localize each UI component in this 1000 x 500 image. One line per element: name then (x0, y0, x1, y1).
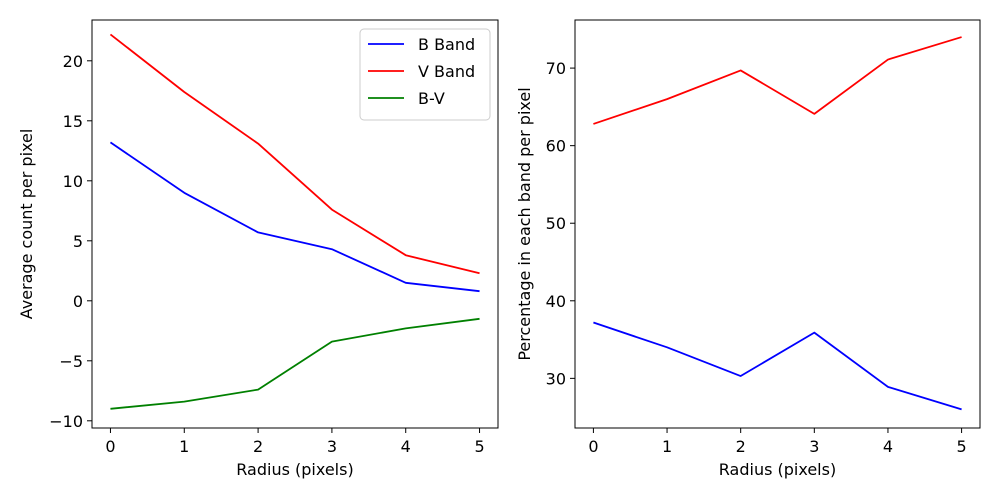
series-line-series-1 (593, 321, 962, 411)
y-tick-label: −10 (49, 412, 83, 431)
y-axis-label: Average count per pixel (17, 129, 36, 320)
legend-label: V Band (418, 62, 475, 81)
x-tick-label: 0 (588, 437, 598, 456)
legend: B Band V Band B-V (359, 28, 491, 121)
x-tick-label: 3 (327, 437, 337, 456)
y-tick-label: 60 (546, 137, 566, 156)
x-tick-label: 1 (179, 437, 189, 456)
x-tick-label: 1 (662, 437, 672, 456)
x-axis-label: Radius (pixels) (719, 460, 836, 479)
y-tick-label: 20 (63, 52, 83, 71)
y-axis-label: Percentage in each band per pixel (515, 87, 534, 360)
x-tick-label: 2 (736, 437, 746, 456)
chart-1: 0 1 2 3 4 5 −10 −5 0 5 10 15 20 Radius (pixels) Averag… (17, 19, 499, 479)
legend-label: B-V (418, 89, 445, 108)
legend-label: B Band (418, 35, 475, 54)
x-tick-label: 5 (956, 437, 966, 456)
x-tick-label: 3 (809, 437, 819, 456)
chart-2: 0 1 2 3 4 5 30 40 50 60 70 Radius (pixels) Percentag… (515, 19, 981, 479)
x-tick-label: 2 (253, 437, 263, 456)
x-tick-label: 4 (401, 437, 411, 456)
plot-frame (91, 19, 499, 429)
series-line-b-v (110, 317, 480, 410)
y-tick-label: 10 (63, 172, 83, 191)
y-tick-label: 30 (546, 369, 566, 388)
series-line-v-band (109, 33, 480, 275)
y-tick-label: 0 (73, 292, 83, 311)
plot-frame (574, 19, 981, 429)
x-tick-label: 0 (105, 437, 115, 456)
series-line-series-2 (593, 36, 962, 125)
x-axis-label: Radius (pixels) (236, 460, 353, 479)
y-tick-label: 5 (73, 232, 83, 251)
x-tick-label: 4 (883, 437, 893, 456)
y-tick-label: 40 (546, 292, 566, 311)
series-line-b-band (109, 141, 480, 293)
y-tick-label: 50 (546, 214, 566, 233)
x-tick-label: 5 (474, 437, 484, 456)
y-tick-label: 15 (63, 112, 83, 131)
y-tick-label: 70 (546, 59, 566, 78)
y-tick-label: −5 (59, 352, 83, 371)
